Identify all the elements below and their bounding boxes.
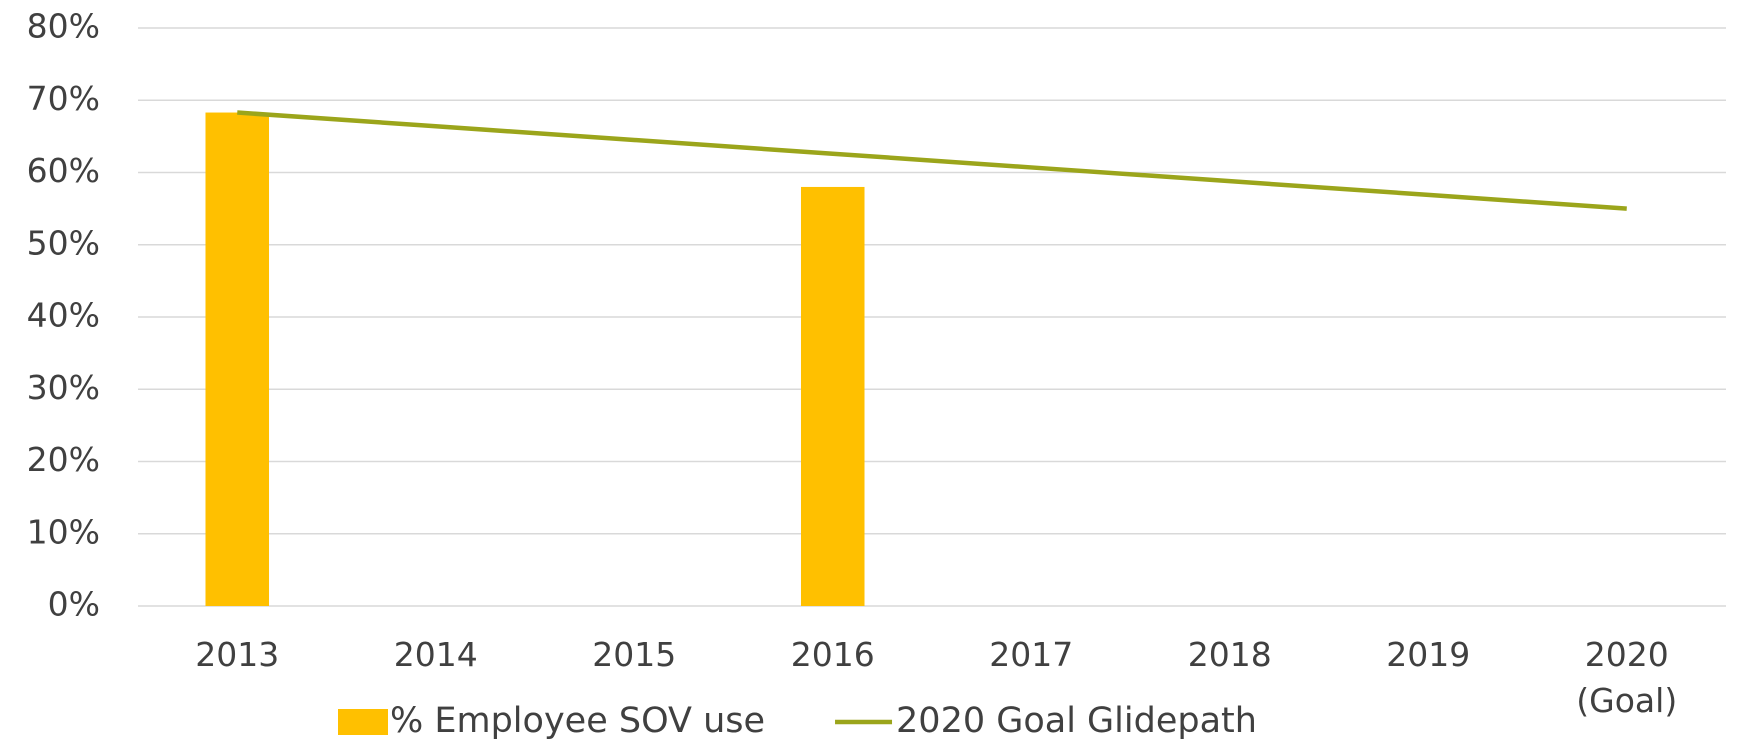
x-tick-label: 2019 (1386, 635, 1471, 674)
x-tick-label: 2020 (Goal) (1576, 635, 1678, 720)
x-tick-label: 2018 (1187, 635, 1272, 674)
y-tick-label: 50% (27, 223, 100, 262)
x-tick-label: 2014 (393, 635, 478, 674)
x-tick-label: 2016 (790, 635, 875, 674)
y-tick-label: 10% (27, 512, 100, 551)
bar (800, 186, 865, 606)
y-tick-label: 40% (27, 296, 100, 335)
x-tick-label: 2013 (195, 635, 280, 674)
legend-swatch (338, 709, 388, 735)
x-tick-label: 2015 (592, 635, 677, 674)
bar (205, 112, 270, 606)
legend-label: % Employee SOV use (390, 701, 765, 741)
x-tick-label: 2017 (989, 635, 1074, 674)
y-tick-label: 70% (27, 79, 100, 118)
y-tick-label: 20% (27, 440, 100, 479)
legend-label: 2020 Goal Glidepath (896, 701, 1257, 741)
y-tick-label: 30% (27, 368, 100, 407)
y-tick-label: 80% (27, 7, 100, 46)
line (237, 110, 1627, 211)
y-tick-label: 60% (27, 151, 100, 190)
y-tick-label: 0% (48, 585, 100, 624)
